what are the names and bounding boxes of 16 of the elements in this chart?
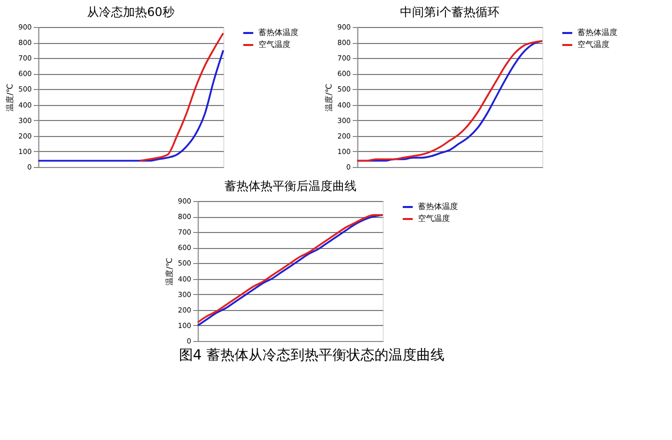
chart-title: 从冷态加热60秒 xyxy=(87,5,174,19)
y-axis-title: 温度/℃ xyxy=(324,84,334,112)
legend-label: 蓄热体温度 xyxy=(258,28,298,37)
chart-title: 蓄热体热平衡后温度曲线 xyxy=(224,179,356,193)
legend-label: 空气温度 xyxy=(258,40,290,49)
line-series xyxy=(139,32,224,162)
legend-label: 蓄热体温度 xyxy=(577,28,618,37)
legend-label: 空气温度 xyxy=(577,40,610,49)
legend-label: 空气温度 xyxy=(418,214,450,223)
chart-title: 中间第i个蓄热循环 xyxy=(400,5,500,19)
line-series xyxy=(37,49,224,162)
y-axis-title: 温度/℃ xyxy=(5,84,14,112)
legend-label: 蓄热体温度 xyxy=(418,202,458,211)
caption: 图4 蓄热体从冷态到热平衡状态的温度曲线 xyxy=(178,348,444,364)
line-series xyxy=(356,40,544,162)
y-axis-title: 温度/℃ xyxy=(164,258,174,286)
